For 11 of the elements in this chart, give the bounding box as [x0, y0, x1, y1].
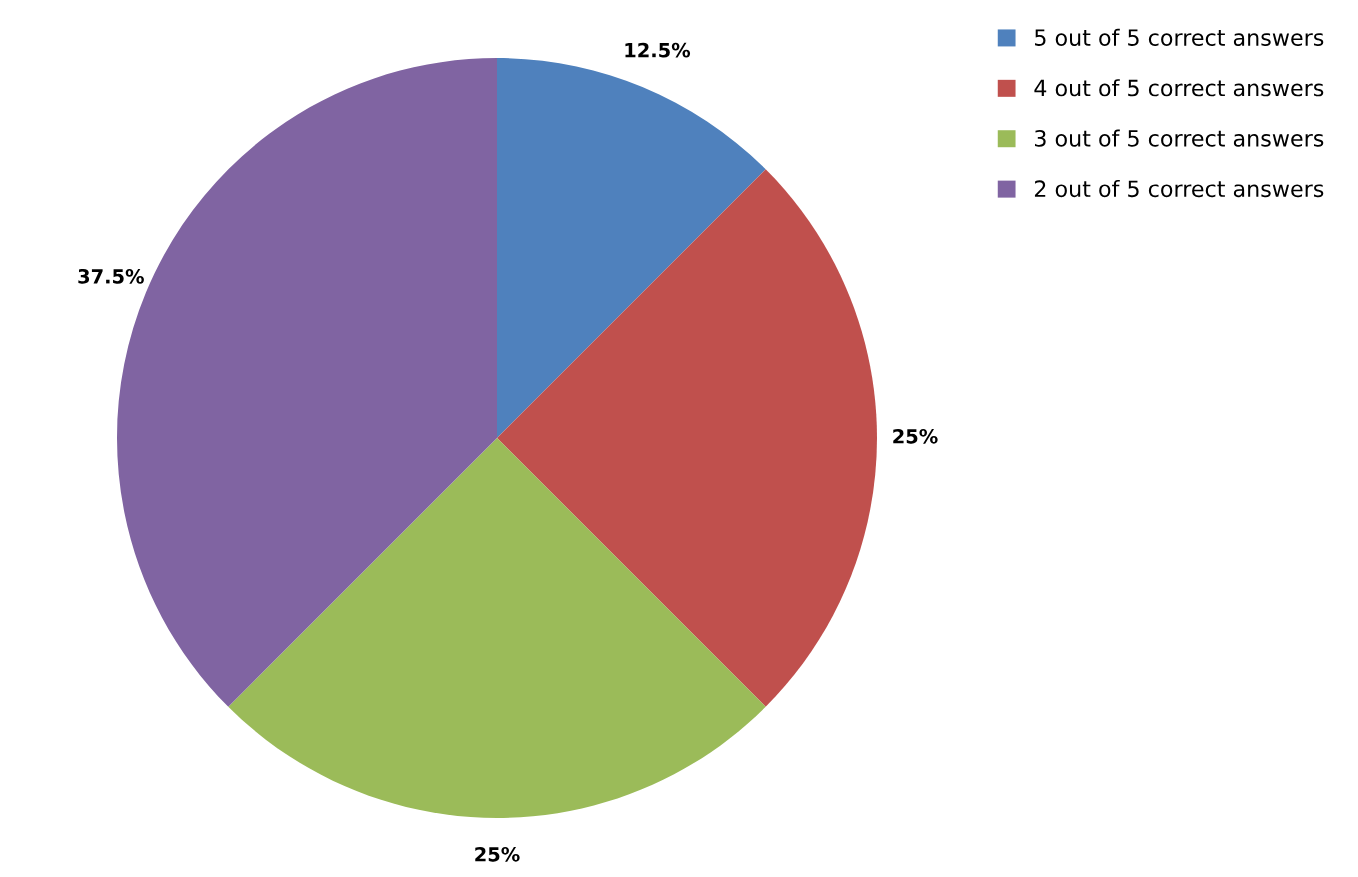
pie-slice [497, 169, 877, 707]
legend-label: 2 out of 5 correct answers [1034, 179, 1324, 198]
pie-slice [497, 58, 766, 438]
legend-label: 5 out of 5 correct answers [1035, 28, 1324, 46]
data-label: 12.5% [625, 42, 691, 58]
data-label: 37.5% [78, 268, 144, 284]
legend-label: 4 out of 5 correct answers [1034, 79, 1324, 97]
data-label: 25% [475, 846, 520, 862]
data-label: 25% [893, 428, 938, 444]
pie-slice [228, 438, 766, 818]
legend-label: 3 out of 5 correct answers [1035, 129, 1324, 147]
